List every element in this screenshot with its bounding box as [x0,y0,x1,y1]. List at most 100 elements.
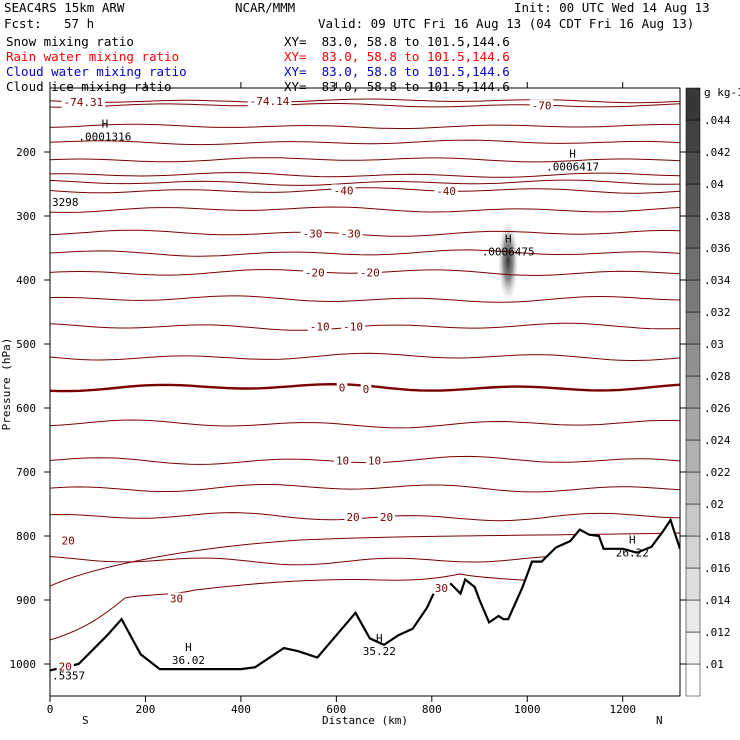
model-title: SEAC4RS 15km ARW [4,0,125,15]
isotherm-line [50,295,680,303]
contour-label-bg [167,592,186,605]
y-tick-label: 200 [16,146,36,159]
isotherm-line [50,249,680,257]
y-tick-label: 900 [16,594,36,607]
isotherm-line [50,229,680,237]
field-snow-name: Snow mixing ratio [6,34,134,49]
colorbar-swatch [685,247,701,281]
isotherm-line [50,484,680,493]
plot-frame [49,87,681,697]
y-tick-label: 400 [16,274,36,287]
isotherm-line [50,103,680,108]
field-rain-name: Rain water mixing ratio [6,49,180,64]
colorbar-swatch [685,407,701,441]
contour-label-bg [360,382,372,395]
isotherm-line [50,187,680,194]
isotherm-line [50,512,680,522]
colorbar-tick-label: .034 [704,274,731,287]
colorbar: .01 .012 .014 .016 .018 .02 .022 .024 .026 .028 .0… [685,86,740,697]
contour-label: 20 [380,511,393,524]
isotherm-line [50,419,680,429]
isotherm-line [50,455,680,465]
contour-label: -74.31 [64,96,104,109]
forecast-label: Fcst: [4,16,42,31]
contour-labels: -74.31 -74.14 -70 -40 -40 -30 -30 -20 -20 -10 -10 0… [52,94,649,683]
contour-label-bg [434,185,459,198]
colorbar-tick-label: .032 [704,306,731,319]
colorbar-swatch [685,183,701,217]
colorbar-tick-label: .01 [704,658,724,671]
colorbar-tick-label: .044 [704,114,731,127]
y-tick-label: 300 [16,210,36,223]
colorbar-swatch [685,503,701,537]
contour-label: -30 [303,227,323,240]
isotherm-line [50,172,680,178]
field-cloudice-name: Cloud ice mixing ratio [6,79,172,94]
extremum-value: 26.22 [616,547,649,560]
contour-label-bg [529,99,554,112]
contour-label: 20 [346,511,359,524]
contour-label-bg [61,96,106,109]
colorbar-unit: g kg-1 [704,86,740,99]
extremum-value: 35.22 [363,645,396,658]
colorbar-swatch [685,279,701,313]
forecast-hours: 57 h [64,16,95,31]
isotherm-line [50,123,680,129]
colorbar-tick-label: .014 [704,594,731,607]
colorbar-tick-label: .018 [704,530,731,543]
contour-label: 0 [339,382,346,395]
colorbar-swatch [685,343,701,377]
plot-area [50,98,680,696]
contour-label: 20 [59,661,72,674]
contour-label-bg [56,660,74,673]
contour-label-bg [307,320,332,333]
isotherm-line [50,206,680,213]
contour-label: 30 [435,582,448,595]
terrain-fill [50,520,680,696]
extremum-symbol: H [185,641,192,654]
extremum-symbol: H [629,534,636,547]
colorbar-tick-label: .016 [704,562,731,575]
axes: 0 200 400 600 800 1000 12002003004005006007008… [10,82,686,716]
isotherm-line [50,139,680,146]
colorbar-tick-label: .03 [704,338,724,351]
colorbar-tick-label: .02 [704,498,724,511]
colorbar-tick-label: .036 [704,242,731,255]
contour-label: -10 [343,321,363,334]
contour-label: 10 [368,454,381,467]
contour-label: -30 [341,227,361,240]
isotherm-line [50,179,680,186]
x-tick-label: 800 [422,703,442,716]
contour-label-bg [365,454,384,467]
contour-label: -40 [334,184,354,197]
colorbar-swatch [685,567,701,601]
valid-time: Valid: 09 UTC Fri 16 Aug 13 (04 CDT Fri … [318,16,695,31]
contour-label-bg [59,534,77,547]
x-tick-label: 1200 [609,703,636,716]
colorbar-swatch [685,311,701,345]
extremum-symbol: H [102,118,109,131]
center-title: NCAR/MMM [235,0,296,15]
colorbar-swatch [685,663,701,697]
colorbar-tick-label: .038 [704,210,731,223]
y-tick-label: 800 [16,530,36,543]
colorbar-swatch [685,439,701,473]
contour-label-bg [300,227,325,240]
colorbar-swatch [685,119,701,153]
contour-label-bg [302,266,327,279]
extremum-value: 36.02 [172,654,205,667]
isotherm-line [50,157,680,163]
field-rain-xy: XY= 83.0, 58.8 to 101.5,144.6 [284,49,510,64]
colorbar-tick-label: .012 [704,626,731,639]
isotherm-line [50,322,680,331]
colorbar-tick-label: .022 [704,466,731,479]
colorbar-tick-label: .028 [704,370,731,383]
extremum-value: .0006475 [482,246,535,259]
colorbar-swatch [685,599,701,633]
contour-label-bg [432,581,450,594]
contour-label: -20 [305,266,325,279]
colorbar-swatch [685,471,701,505]
terrain-line [50,517,680,672]
contour-label-bg [247,94,292,107]
